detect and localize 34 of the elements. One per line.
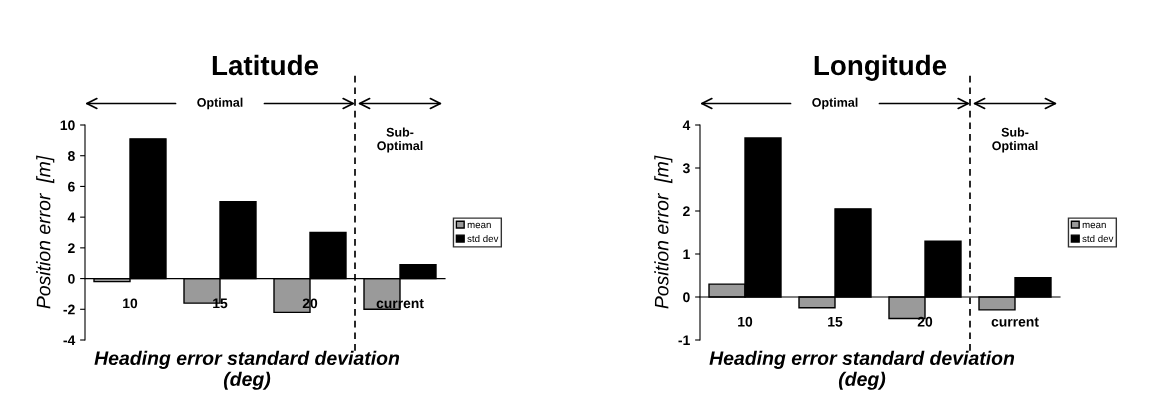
legend-label: std dev [1082,234,1114,243]
y-tick-label: 8 [67,151,75,161]
x-tick-label: current [376,299,424,309]
y-tick-label: -4 [63,335,76,346]
text: Optimal [197,97,243,110]
y-tick-label: 1 [683,249,690,260]
y-tick-label: -1 [678,335,690,346]
y-tick-label: 4 [67,212,76,223]
x-axis-title: Heading error standard deviation (deg) [94,350,400,390]
x-tick-label: 10 [123,298,138,309]
annotation: Sub- Optimal [377,127,423,153]
y-tick-label: 2 [683,206,690,217]
y-tick-label: -2 [63,304,75,315]
y-tick-label: 10 [60,120,75,131]
chart-title: Longitude [814,54,947,81]
y-tick-label: 4 [682,120,691,131]
y-axis-title: Position error [m] [36,155,55,309]
y-axis-title: Position error [m] [654,155,673,309]
y-tick-label: 0 [683,292,690,303]
legend-label: std dev [467,234,499,243]
chart-title: Latitude [212,54,319,76]
x-tick-label: 15 [828,316,843,327]
annotation: Sub- Optimal [992,127,1038,153]
y-tick-label: 2 [68,243,75,253]
x-axis-title: Heading error standard deviation (deg) [709,350,1015,390]
y-tick-label: 3 [682,163,690,174]
x-tick-label: 15 [213,298,228,309]
legend-label: mean [467,222,491,229]
y-tick-label: 0 [68,273,75,284]
y-tick-label: 6 [68,181,75,192]
legend-label: mean [1082,222,1106,229]
x-tick-label: 10 [738,316,753,327]
text: Optimal [812,97,858,110]
x-tick-label: current [991,317,1039,327]
